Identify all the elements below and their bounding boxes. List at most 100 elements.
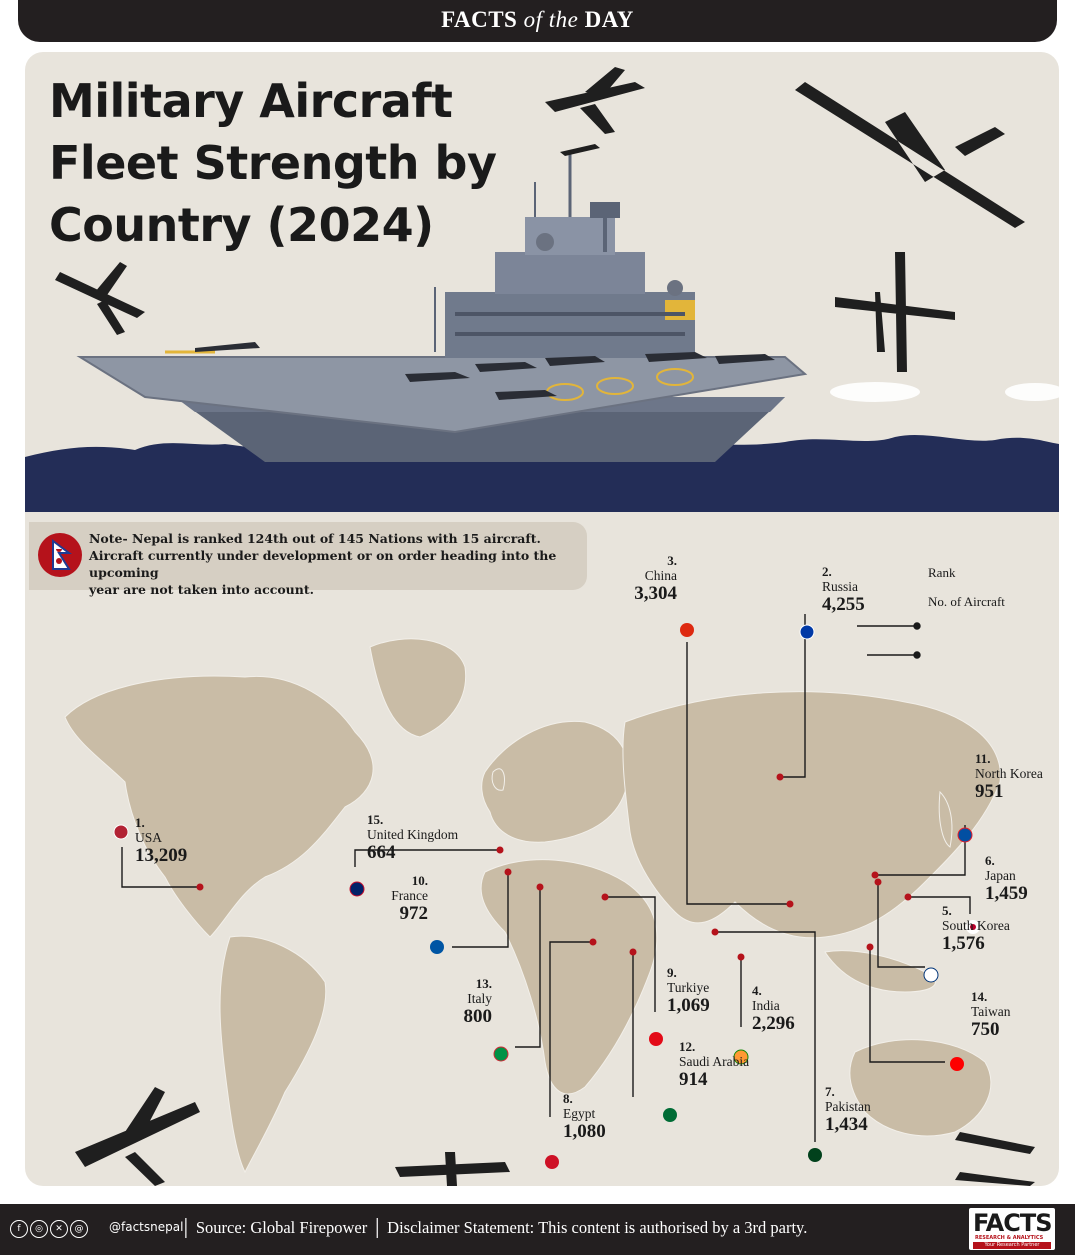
rank-north-korea: 11. (975, 751, 991, 766)
rank-japan: 6. (985, 853, 995, 868)
label-russia: 2. Russia 4,255 (822, 564, 865, 616)
land-uk (491, 768, 506, 791)
fighter-pair-bottom-silhouette (955, 1172, 1035, 1186)
label-japan: 6. Japan 1,459 (985, 853, 1028, 905)
logo-tagline: Your Research Partner (973, 1242, 1051, 1249)
count-russia: 4,255 (822, 594, 865, 615)
x-icon[interactable]: ✕ (50, 1220, 68, 1238)
name-egypt: Egypt (563, 1106, 596, 1121)
deck-markings (546, 368, 694, 401)
title-line-2: Fleet Strength by (49, 136, 497, 190)
title-line-3: Country (2024) (49, 198, 434, 252)
deck-aircraft (195, 342, 775, 400)
flag-north-korea-icon (957, 827, 973, 843)
note-line-1: Note- Nepal is ranked 124th out of 145 N… (89, 531, 541, 546)
rank-united-kingdom: 15. (367, 812, 384, 827)
name-russia: Russia (822, 579, 859, 594)
count-turkiye: 1,069 (667, 995, 710, 1016)
rank-france: 10. (411, 873, 428, 888)
instagram-icon[interactable]: ◎ (30, 1220, 48, 1238)
flag-taiwan-icon (950, 1057, 964, 1071)
land-southeast-asia (824, 950, 936, 993)
count-japan: 1,459 (985, 883, 1028, 904)
count-taiwan: 750 (971, 1019, 1000, 1040)
flag-south-korea-icon (923, 967, 939, 983)
label-south-korea: 5. South Korea 1,576 (942, 903, 1010, 955)
flag-icons (113, 623, 980, 1169)
count-pakistan: 1,434 (825, 1114, 868, 1135)
land-japan (938, 790, 953, 848)
legend-rank: Rank (928, 565, 956, 580)
label-china: 3. China 3,304 (615, 554, 677, 605)
logo-text: FACTS (973, 1209, 1052, 1237)
flag-pakistan-icon (808, 1148, 822, 1162)
label-north-korea: 11. North Korea 951 (975, 751, 1043, 803)
land-south-america (219, 935, 327, 1174)
name-india: India (752, 998, 780, 1013)
fighter-pair-top-silhouette (955, 1132, 1035, 1154)
carrier-island (434, 152, 695, 358)
rank-taiwan: 14. (971, 989, 988, 1004)
main-panel: Military Aircraft Fleet Strength by Coun… (25, 52, 1059, 1186)
rank-pakistan: 7. (825, 1084, 835, 1099)
label-egypt: 8. Egypt 1,080 (563, 1091, 606, 1143)
land-north-america (64, 675, 374, 938)
facebook-icon[interactable]: f (10, 1220, 28, 1238)
land-africa (480, 859, 658, 1095)
flag-uk-icon (349, 881, 365, 897)
flag-italy-icon (493, 1046, 509, 1062)
name-italy: Italy (467, 991, 492, 1006)
world-map (64, 614, 1035, 1186)
rank-south-korea: 5. (942, 903, 952, 918)
land-europe (481, 720, 630, 843)
social-handle[interactable]: @factsnepal (109, 1220, 184, 1234)
flag-egypt-icon (545, 1155, 559, 1169)
label-italy: 13. Italy 800 (422, 977, 493, 1028)
flag-usa-icon (113, 824, 129, 840)
name-usa: USA (135, 830, 163, 845)
rank-egypt: 8. (563, 1091, 573, 1106)
rank-usa: 1. (135, 815, 145, 830)
rank-russia: 2. (822, 564, 832, 579)
logo-subtext: RESEARCH & ANALYTICS (975, 1235, 1044, 1241)
count-italy: 800 (463, 1006, 493, 1027)
label-taiwan: 14. Taiwan 750 (971, 989, 1011, 1041)
note-line-3: year are not taken into account. (89, 582, 314, 597)
attack-jet-silhouette (75, 1087, 200, 1186)
airliner-silhouette (545, 67, 645, 134)
note-box: Note- Nepal is ranked 124th out of 145 N… (29, 522, 587, 597)
name-north-korea: North Korea (975, 766, 1043, 781)
flag-saudi-arabia-icon (663, 1108, 677, 1122)
count-india: 2,296 (752, 1013, 795, 1034)
label-turkiye: 9. Turkiye 1,069 (667, 965, 710, 1017)
label-france: 10. France 972 (360, 873, 429, 925)
threads-icon[interactable]: @ (70, 1220, 88, 1238)
land-asia (622, 691, 1001, 939)
cargo-plane-silhouette (795, 82, 1025, 228)
name-south-korea: South Korea (942, 918, 1010, 933)
count-usa: 13,209 (135, 845, 188, 866)
brand-facts: FACTS (441, 7, 518, 32)
name-united-kingdom: United Kingdom (367, 827, 459, 842)
title-line-1: Military Aircraft (49, 74, 453, 128)
fighter-left-silhouette (55, 262, 145, 335)
carrier-deck (80, 357, 805, 432)
brand-of-the: of the (523, 7, 579, 32)
count-france: 972 (399, 903, 429, 924)
note-text: Note- Nepal is ranked 124th out of 145 N… (89, 530, 584, 598)
propeller-plane-silhouette (395, 1152, 510, 1186)
label-usa: 1. USA 13,209 (135, 815, 188, 867)
facts-logo: FACTS RESEARCH & ANALYTICS Your Research… (969, 1208, 1055, 1250)
name-france: France (391, 888, 428, 903)
source-text: Source: Global Firepower (195, 1218, 368, 1237)
brand-day: DAY (584, 7, 634, 32)
name-china: China (644, 568, 677, 583)
label-saudi-arabia: 12. Saudi Arabia 914 (679, 1040, 749, 1091)
land-australia (849, 1039, 992, 1137)
footer-bar: f ◎ ✕ @ @factsnepal │ Source: Global Firepo… (0, 1204, 1075, 1255)
count-saudi-arabia: 914 (679, 1069, 708, 1090)
rank-turkiye: 9. (667, 965, 677, 980)
count-china: 3,304 (634, 583, 677, 604)
name-taiwan: Taiwan (971, 1004, 1011, 1019)
label-pakistan: 7. Pakistan 1,434 (825, 1084, 871, 1136)
